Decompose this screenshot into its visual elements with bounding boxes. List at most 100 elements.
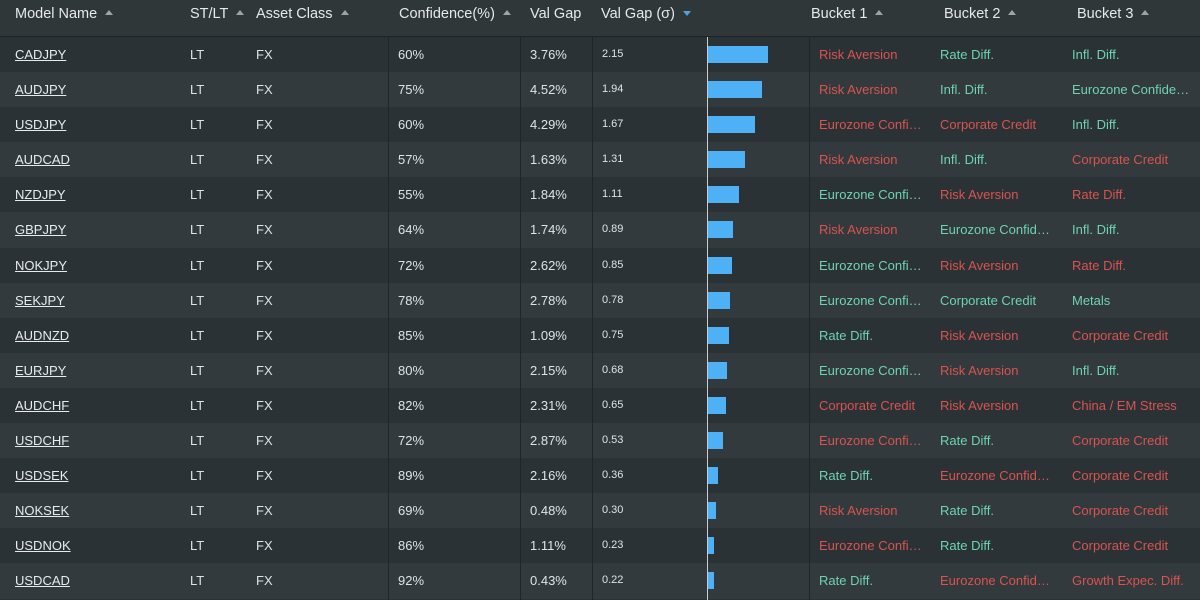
confidence-cell: 89% bbox=[398, 468, 425, 484]
model-name-link[interactable]: USDCAD bbox=[15, 573, 70, 589]
header-val-gap-sigma[interactable]: Val Gap (σ) bbox=[601, 0, 691, 36]
table-row[interactable]: AUDCHF LT FX 82% 2.31% 0.65 Corporate Credit Ri… bbox=[0, 387, 1200, 424]
confidence-cell: 55% bbox=[398, 187, 425, 203]
sort-asc-icon[interactable] bbox=[502, 9, 511, 15]
bucket-2-cell: Risk Aversion bbox=[940, 187, 1019, 203]
table-row[interactable]: USDSEK LT FX 89% 2.16% 0.36 Rate Diff. Eurozone… bbox=[0, 458, 1200, 494]
table-row[interactable]: USDCHF LT FX 72% 2.87% 0.53 Eurozone Confi… Rat… bbox=[0, 423, 1200, 459]
bucket-2-cell: Corporate Credit bbox=[940, 292, 1037, 308]
bucket-2-cell: Infl. Diff. bbox=[940, 82, 988, 98]
model-name-link[interactable]: CADJPY bbox=[15, 47, 67, 62]
table-row[interactable]: NZDJPY LT FX 55% 1.84% 1.11 Eurozone Confi… Ris… bbox=[0, 177, 1200, 213]
header-val-gap[interactable]: Val Gap bbox=[530, 0, 581, 36]
st-lt-cell: LT bbox=[190, 117, 205, 133]
table-row[interactable]: CADJPY LT FX 60% 3.76% 2.15 Risk Aversion Rate … bbox=[0, 37, 1200, 73]
bucket-2-cell: Rate Diff. bbox=[940, 538, 994, 554]
model-name-link[interactable]: NOKSEK bbox=[15, 503, 70, 519]
val-gap-sigma-bar bbox=[708, 361, 727, 379]
confidence-cell: 57% bbox=[398, 152, 425, 168]
table-row[interactable]: AUDJPY LT FX 75% 4.52% 1.94 Risk Aversion Infl.… bbox=[0, 72, 1200, 108]
model-name-link[interactable]: AUDCAD bbox=[15, 152, 70, 168]
header-bucket-3[interactable]: Bucket 3 bbox=[1077, 0, 1150, 36]
val-gap-cell: 2.31% bbox=[530, 397, 567, 413]
table-row[interactable]: NOKSEK LT FX 69% 0.48% 0.30 Risk Aversion Rate … bbox=[0, 493, 1200, 529]
val-gap-sigma-bar bbox=[708, 537, 714, 555]
model-name-link[interactable]: USDJPY bbox=[15, 117, 67, 133]
st-lt-cell: LT bbox=[190, 433, 205, 449]
header-model-name[interactable]: Model Name bbox=[15, 0, 114, 36]
model-name-link[interactable]: USDCHF bbox=[15, 433, 70, 449]
bucket-1-cell: Corporate Credit bbox=[819, 397, 916, 413]
sort-asc-icon[interactable] bbox=[1141, 9, 1150, 15]
sort-asc-icon[interactable] bbox=[875, 9, 884, 15]
bucket-3-cell: Metals bbox=[1072, 292, 1111, 308]
val-gap-cell: 2.15% bbox=[530, 362, 567, 378]
model-name-link[interactable]: EURJPY bbox=[15, 362, 67, 378]
table-row[interactable]: USDNOK LT FX 86% 1.11% 0.23 Eurozone Confi… Rat… bbox=[0, 528, 1200, 564]
val-gap-sigma-bar bbox=[708, 396, 726, 414]
bucket-2-cell: Eurozone Confide… bbox=[940, 222, 1055, 238]
model-name-link[interactable]: NOKJPY bbox=[15, 257, 68, 273]
val-gap-sigma-cell: 0.85 bbox=[602, 258, 624, 271]
table-row[interactable]: USDJPY LT FX 60% 4.29% 1.67 Eurozone Confi… Cor… bbox=[0, 107, 1200, 143]
val-gap-sigma-bar bbox=[708, 151, 745, 169]
header-bucket-1[interactable]: Bucket 1 bbox=[811, 0, 884, 36]
table-row[interactable]: AUDCAD LT FX 57% 1.63% 1.31 Risk Aversion Infl.… bbox=[0, 142, 1200, 178]
header-confidence[interactable]: Confidence(%) bbox=[399, 0, 511, 36]
val-gap-sigma-bar bbox=[708, 81, 762, 99]
val-gap-cell: 2.16% bbox=[530, 468, 567, 484]
sort-asc-icon[interactable] bbox=[236, 9, 245, 15]
asset-class-cell: FX bbox=[256, 327, 273, 343]
table-row[interactable]: USDCAD LT FX 92% 0.43% 0.22 Rate Diff. Eurozone… bbox=[0, 563, 1200, 599]
bucket-2-cell: Rate Diff. bbox=[940, 47, 994, 62]
sort-desc-icon[interactable] bbox=[682, 10, 691, 16]
model-name-link[interactable]: AUDJPY bbox=[15, 82, 67, 98]
bucket-3-cell: Corporate Credit bbox=[1072, 538, 1169, 554]
val-gap-sigma-cell: 1.31 bbox=[602, 153, 624, 166]
st-lt-cell: LT bbox=[190, 503, 205, 519]
val-gap-cell: 1.84% bbox=[530, 187, 567, 203]
model-name-link[interactable]: AUDCHF bbox=[15, 397, 70, 413]
val-gap-sigma-cell: 0.78 bbox=[602, 293, 624, 306]
val-gap-sigma-bar bbox=[708, 186, 739, 204]
asset-class-cell: FX bbox=[256, 187, 273, 203]
table-row[interactable]: EURJPY LT FX 80% 2.15% 0.68 Eurozone Confi… Ris… bbox=[0, 352, 1200, 388]
asset-class-cell: FX bbox=[256, 292, 273, 308]
val-gap-cell: 2.62% bbox=[530, 257, 567, 273]
bucket-3-cell: Corporate Credit bbox=[1072, 152, 1169, 168]
model-name-link[interactable]: SEKJPY bbox=[15, 292, 65, 308]
table-row[interactable]: GBPJPY LT FX 64% 1.74% 0.89 Risk Aversion Euroz… bbox=[0, 212, 1200, 248]
table-row[interactable]: AUDNZD LT FX 85% 1.09% 0.75 Rate Diff. Risk Ave… bbox=[0, 317, 1200, 353]
st-lt-cell: LT bbox=[190, 362, 205, 378]
sort-asc-icon[interactable] bbox=[105, 9, 114, 15]
model-name-link[interactable]: NZDJPY bbox=[15, 187, 66, 203]
model-name-link[interactable]: USDSEK bbox=[15, 468, 69, 484]
st-lt-cell: LT bbox=[190, 327, 205, 343]
val-gap-sigma-bar bbox=[708, 467, 718, 485]
model-name-link[interactable]: USDNOK bbox=[15, 538, 71, 554]
bucket-3-cell: China / EM Stress bbox=[1072, 397, 1177, 413]
val-gap-sigma-cell: 0.23 bbox=[602, 539, 624, 552]
model-name-link[interactable]: GBPJPY bbox=[15, 222, 67, 238]
val-gap-sigma-cell: 0.65 bbox=[602, 398, 624, 411]
header-bucket-2[interactable]: Bucket 2 bbox=[944, 0, 1017, 36]
val-gap-sigma-cell: 1.67 bbox=[602, 118, 624, 131]
sort-asc-icon[interactable] bbox=[1008, 9, 1017, 15]
confidence-cell: 60% bbox=[398, 47, 425, 62]
val-gap-cell: 1.74% bbox=[530, 222, 567, 238]
header-model-name-label: Model Name bbox=[15, 6, 98, 22]
table-row[interactable]: SEKJPY LT FX 78% 2.78% 0.78 Eurozone Confi… Cor… bbox=[0, 282, 1200, 318]
table-row[interactable]: NOKJPY LT FX 72% 2.62% 0.85 Eurozone Confi… Ris… bbox=[0, 247, 1200, 283]
header-asset-class[interactable]: Asset Class bbox=[256, 0, 349, 36]
bucket-2-cell: Risk Aversion bbox=[940, 362, 1019, 378]
asset-class-cell: FX bbox=[256, 538, 273, 554]
bucket-3-cell: Infl. Diff. bbox=[1072, 362, 1120, 378]
model-name-link[interactable]: AUDNZD bbox=[15, 327, 70, 343]
bucket-2-cell: Risk Aversion bbox=[940, 397, 1019, 413]
sort-asc-icon[interactable] bbox=[340, 9, 349, 15]
header-val-gap-sigma-label: Val Gap (σ) bbox=[601, 6, 675, 22]
header-st-lt-label: ST/LT bbox=[190, 6, 229, 22]
header-st-lt[interactable]: ST/LT bbox=[190, 0, 245, 36]
val-gap-cell: 1.09% bbox=[530, 327, 567, 343]
